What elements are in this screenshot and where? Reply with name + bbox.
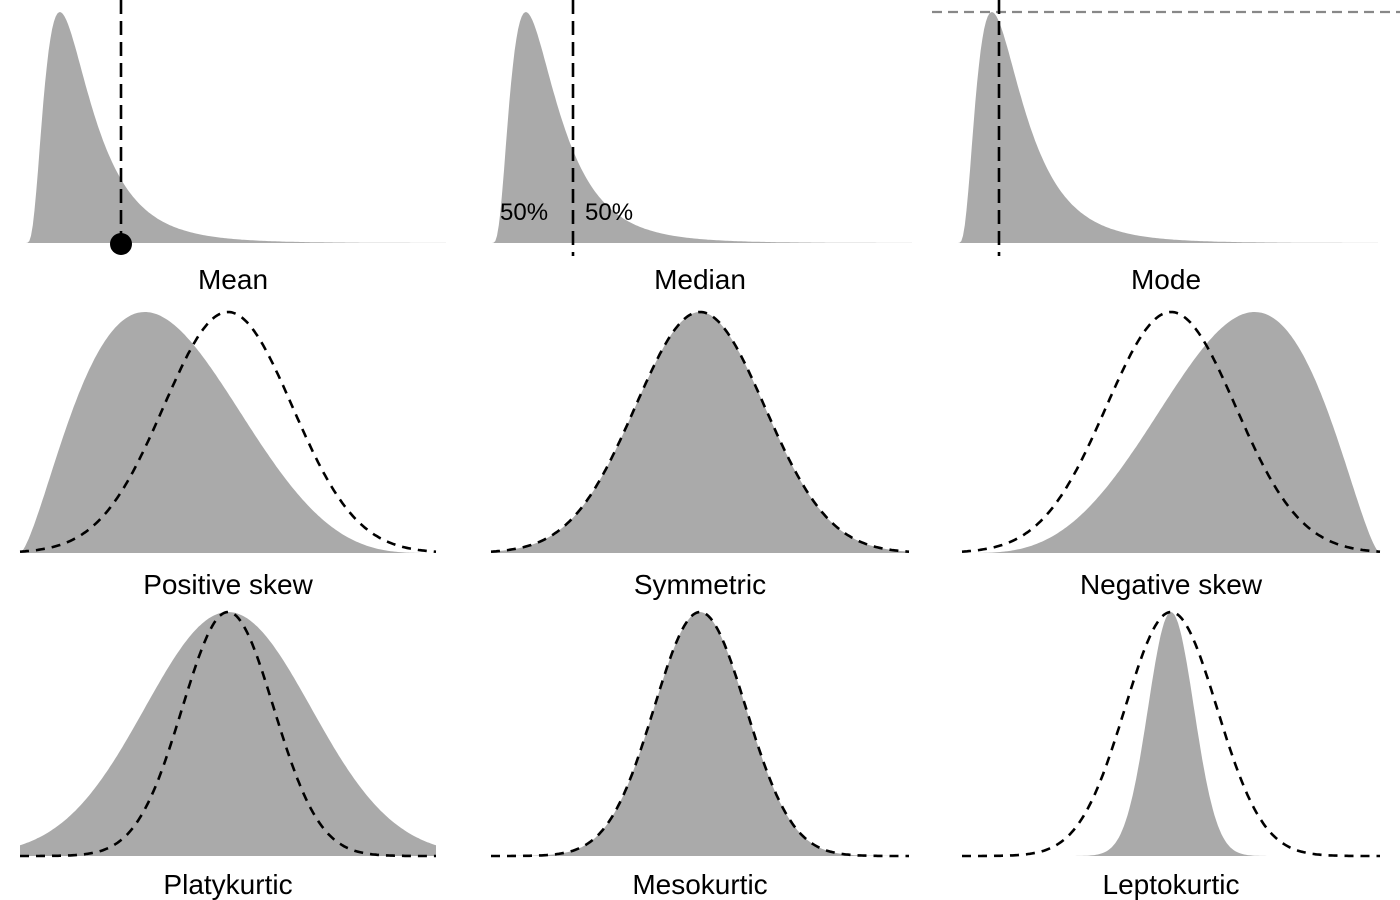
leptokurtic-reference-curve	[962, 610, 1380, 858]
mesokurtic-caption: Mesokurtic	[632, 869, 767, 900]
symmetric-fill	[491, 312, 909, 553]
median-caption: Median	[654, 264, 746, 295]
mean-caption: Mean	[198, 264, 268, 295]
mesokurtic-reference-curve	[491, 610, 909, 858]
panel-symmetric: Symmetric	[490, 310, 910, 600]
panel-positive-skew: Positive skew	[19, 310, 437, 600]
negative-skew-fill	[962, 312, 1380, 553]
mode-distribution-fill	[956, 12, 1378, 243]
leptokurtic-fill	[962, 612, 1380, 856]
positive-skew-fill	[20, 312, 436, 553]
leptokurtic-caption: Leptokurtic	[1103, 869, 1240, 900]
mesokurtic-fill	[491, 612, 909, 856]
median-left-percent: 50%	[500, 199, 548, 226]
panel-platykurtic: Platykurtic	[20, 610, 436, 900]
platykurtic-reference-curve	[20, 610, 436, 858]
symmetric-caption: Symmetric	[634, 569, 766, 600]
mean-distribution-fill	[24, 12, 446, 243]
panel-mean: Mean	[24, 0, 446, 295]
negative-skew-reference-curve	[961, 310, 1381, 553]
panel-mode: Mode	[932, 0, 1400, 295]
panel-median: 50% 50% Median	[490, 0, 912, 295]
platykurtic-caption: Platykurtic	[163, 869, 292, 900]
platykurtic-fill	[20, 612, 436, 856]
median-right-percent: 50%	[585, 199, 633, 226]
positive-skew-reference-curve	[19, 310, 437, 553]
panel-negative-skew: Negative skew	[961, 310, 1381, 600]
negative-skew-caption: Negative skew	[1080, 569, 1263, 600]
symmetric-reference-curve	[490, 310, 910, 553]
positive-skew-caption: Positive skew	[143, 569, 313, 600]
panel-mesokurtic: Mesokurtic	[491, 610, 909, 900]
median-distribution-fill	[490, 12, 912, 243]
mean-point-marker	[110, 233, 132, 255]
mode-caption: Mode	[1131, 264, 1201, 295]
panel-leptokurtic: Leptokurtic	[962, 610, 1380, 900]
